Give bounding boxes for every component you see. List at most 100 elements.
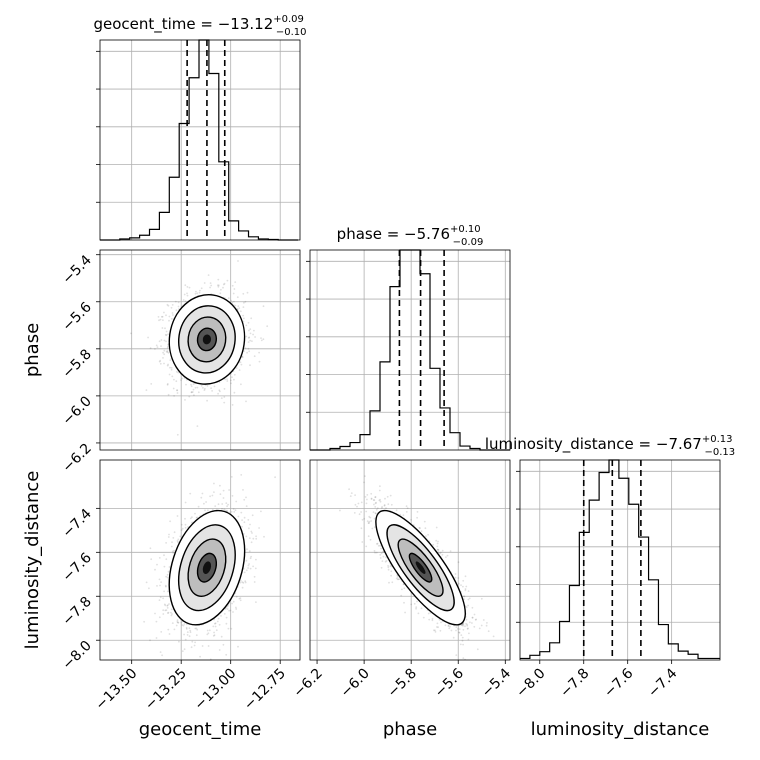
sample-point: [197, 391, 200, 394]
sample-point: [147, 336, 150, 339]
sample-point: [242, 306, 245, 308]
sample-point: [376, 507, 379, 509]
sample-point: [420, 607, 423, 610]
sample-point: [242, 292, 245, 295]
sample-point: [231, 284, 234, 287]
sample-point: [474, 619, 477, 621]
sample-point: [462, 657, 465, 659]
sample-point: [465, 618, 468, 621]
sample-point: [168, 566, 171, 568]
sample-point: [161, 315, 164, 318]
sample-point: [193, 394, 195, 397]
panel-frame: [99, 459, 301, 661]
sample-point: [225, 502, 228, 505]
sample-point: [171, 304, 174, 306]
sample-point: [203, 389, 206, 391]
sample-point: [233, 288, 236, 290]
sample-point: [168, 315, 171, 318]
sample-point: [374, 512, 377, 514]
sample-point: [167, 393, 170, 396]
sample-point: [143, 620, 146, 623]
sample-point: [249, 557, 252, 560]
sample-point: [219, 390, 221, 393]
sample-point: [170, 368, 173, 371]
sample-point: [160, 339, 163, 341]
sample-point: [245, 535, 248, 538]
sample-point: [390, 570, 393, 573]
sample-point: [385, 507, 387, 509]
sample-point: [466, 628, 469, 630]
sample-point: [375, 508, 378, 511]
sample-point: [171, 375, 174, 378]
sample-point: [416, 511, 419, 513]
sample-point: [467, 627, 469, 630]
sample-point: [245, 505, 248, 507]
sample-point: [180, 379, 182, 381]
sample-point: [193, 644, 196, 647]
sample-point: [274, 476, 276, 479]
sample-point: [177, 371, 180, 374]
sample-point: [166, 364, 169, 367]
sample-point: [227, 297, 230, 300]
sample-point: [196, 425, 199, 427]
sample-point: [200, 496, 203, 499]
sample-point: [441, 549, 444, 552]
sample-point: [165, 542, 168, 544]
sample-point: [240, 580, 242, 582]
sample-point: [186, 294, 189, 297]
sample-point: [379, 557, 382, 559]
sample-point: [177, 541, 179, 544]
sample-point: [245, 559, 248, 562]
sample-point: [145, 581, 148, 584]
sample-point: [416, 600, 418, 603]
sample-point: [249, 364, 251, 367]
sample-point: [184, 517, 186, 520]
sample-point: [168, 533, 170, 536]
sample-point: [226, 605, 229, 608]
sample-point: [249, 567, 252, 570]
sample-point: [415, 606, 418, 608]
sample-point: [213, 631, 216, 634]
sample-point: [192, 383, 195, 386]
sample-point: [468, 597, 471, 600]
sample-point: [199, 655, 202, 658]
sample-point: [179, 535, 182, 538]
sample-point: [156, 585, 158, 587]
sample-point: [196, 292, 199, 295]
sample-point: [219, 484, 221, 487]
sample-point: [467, 598, 470, 601]
sample-point: [163, 353, 166, 356]
title-geocent_time: geocent_time = −13.12+0.09 −0.10: [93, 14, 306, 38]
sample-point: [237, 645, 239, 648]
sample-point: [224, 378, 227, 381]
sample-point: [262, 305, 265, 308]
sample-point: [234, 509, 237, 512]
sample-point: [427, 533, 429, 536]
sample-point: [184, 399, 186, 401]
sample-point: [461, 624, 464, 627]
sample-point: [365, 545, 368, 548]
sample-point: [173, 549, 175, 552]
sample-point: [167, 611, 170, 614]
sample-point: [420, 530, 423, 533]
sample-point: [250, 530, 253, 533]
sample-point: [253, 575, 256, 578]
sample-point: [245, 335, 248, 338]
sample-point: [171, 541, 173, 544]
sample-point: [374, 506, 377, 508]
density-peak: [202, 561, 212, 574]
sample-point: [253, 355, 256, 358]
sample-point: [245, 324, 248, 327]
sample-point: [209, 495, 212, 498]
sample-point: [188, 627, 191, 630]
sample-point: [211, 494, 214, 497]
sample-point: [177, 621, 180, 624]
sample-point: [158, 599, 161, 601]
sample-point: [246, 291, 249, 294]
sample-point: [238, 307, 241, 309]
sample-point: [255, 558, 257, 561]
sample-point: [194, 641, 197, 644]
sample-point: [227, 503, 230, 506]
sample-point: [437, 548, 439, 551]
sample-point: [201, 645, 204, 647]
